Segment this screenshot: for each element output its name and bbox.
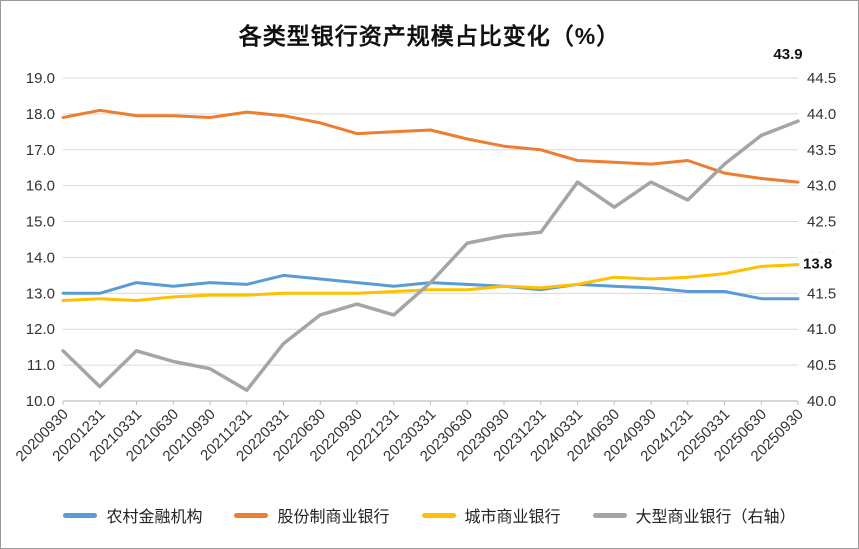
legend-label-city-commercial: 城市商业银行 — [464, 509, 561, 526]
series-line-3 — [61, 119, 800, 392]
legend-item-city-commercial: 城市商业银行 — [421, 503, 561, 527]
legend-item-rural-financial: 农村金融机构 — [63, 503, 202, 527]
right-axis-tick-label: 44.0 — [807, 106, 836, 123]
data-label-backdrop — [800, 252, 836, 272]
legend-swatch-gray-icon — [592, 512, 627, 518]
left-axis-tick-label: 11.0 — [27, 357, 55, 374]
legend-item-joint-stock: 股份制商业银行 — [234, 503, 390, 527]
legend-item-large-commercial: 大型商业银行（右轴） — [592, 503, 796, 527]
legend-swatch-orange-icon — [234, 512, 269, 518]
left-axis-tick-label: 16.0 — [26, 178, 55, 195]
data-label-city-commercial-final: 13.8 — [803, 256, 832, 273]
left-axis-tick-label: 12.0 — [26, 321, 55, 338]
left-axis-tick-label: 19.0 — [26, 70, 55, 87]
chart-title: 各类型银行资产规模占比变化（%） — [238, 23, 621, 49]
right-axis-tick-label: 41.5 — [807, 285, 836, 302]
series-line-2 — [61, 263, 800, 302]
right-axis-tick-label: 41.0 — [807, 321, 836, 338]
legend-swatch-blue-icon — [63, 512, 98, 518]
right-axis-tick-label: 40.0 — [807, 393, 836, 410]
legend-swatch-yellow-icon — [421, 512, 456, 518]
right-axis-tick-label: 43.0 — [807, 178, 836, 195]
series-line-1 — [61, 108, 800, 184]
right-axis-tick-label: 44.5 — [807, 70, 836, 87]
left-axis-tick-label: 17.0 — [26, 142, 55, 159]
legend-label-large-commercial: 大型商业银行（右轴） — [635, 509, 796, 526]
left-axis-tick-label: 13.0 — [26, 285, 55, 302]
legend-label-rural-financial: 农村金融机构 — [106, 509, 203, 526]
legend: 农村金融机构 股份制商业银行 城市商业银行 大型商业银行（右轴） — [1, 503, 858, 527]
right-axis-tick-label: 42.5 — [807, 214, 836, 231]
left-axis-tick-label: 15.0 — [26, 214, 55, 231]
right-axis-tick-label: 43.5 — [807, 142, 836, 159]
left-axis-tick-label: 18.0 — [26, 106, 55, 123]
series-line-0 — [61, 273, 800, 301]
left-axis-tick-label: 10.0 — [26, 393, 55, 410]
data-label-large-commercial-final: 43.9 — [773, 46, 802, 63]
legend-label-joint-stock: 股份制商业银行 — [277, 509, 390, 526]
right-axis-tick-label: 40.5 — [807, 357, 836, 374]
left-axis-tick-label: 14.0 — [26, 249, 55, 266]
